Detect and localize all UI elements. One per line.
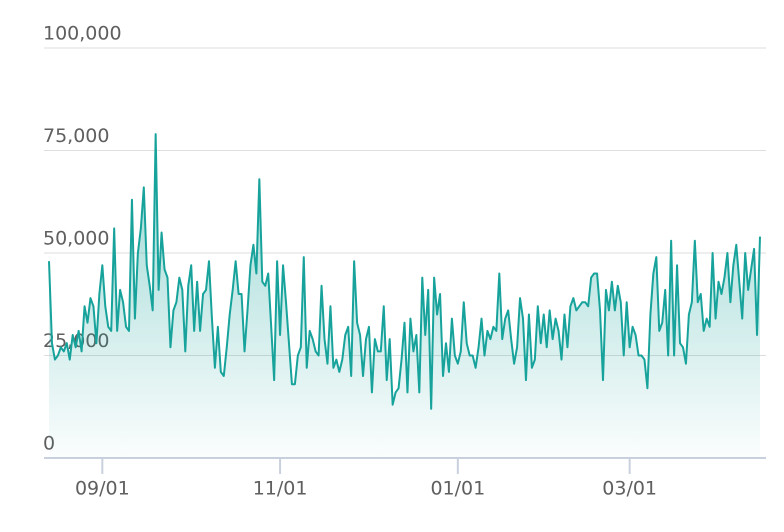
x-tick-label: 09/01 [75, 478, 130, 500]
x-tick-label: 11/01 [253, 478, 308, 500]
line [48, 133, 761, 410]
y-tick-label: 75,000 [43, 125, 109, 147]
x-tick-label: 03/01 [602, 478, 657, 500]
y-tick-label: 100,000 [43, 23, 122, 45]
x-tick-label: 01/01 [430, 478, 485, 500]
area [49, 134, 760, 458]
y-tick-label: 50,000 [43, 228, 109, 250]
